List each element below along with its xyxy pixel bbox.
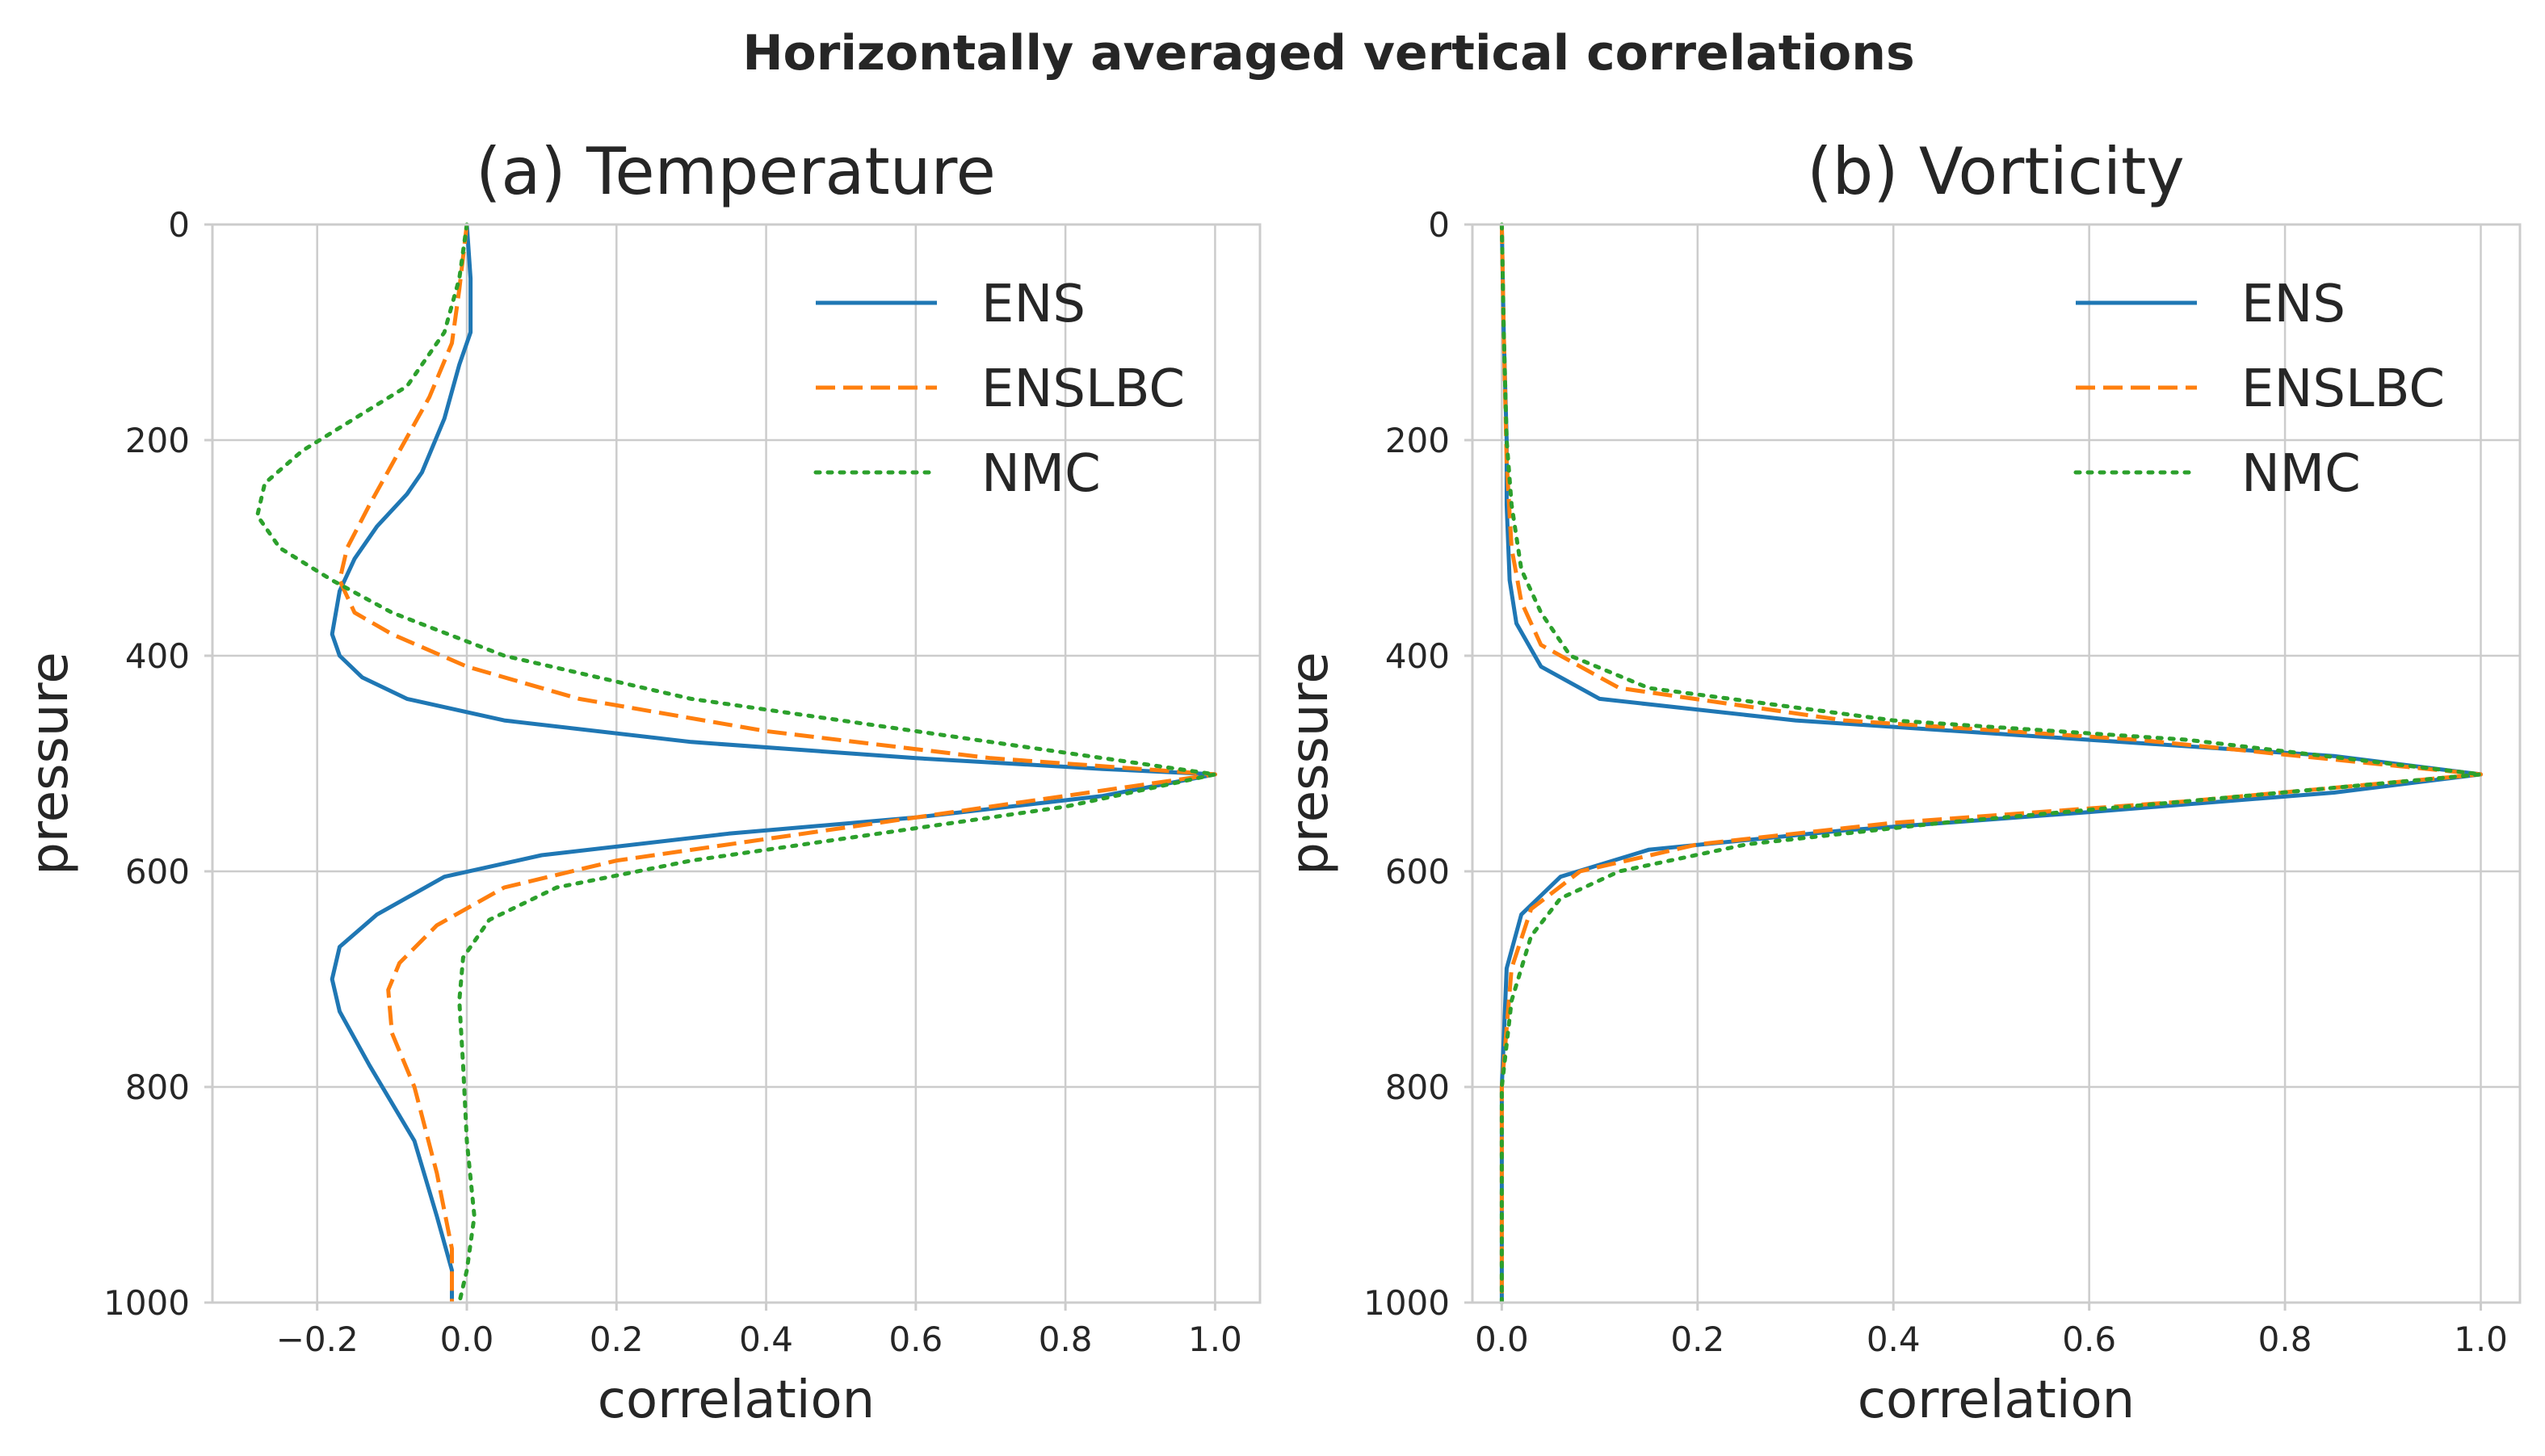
y-tick-label: 1000 [1363, 1283, 1450, 1323]
series-line-nmc [255, 222, 1217, 1305]
plot-frame [1471, 223, 2522, 1304]
y-tick-label: 600 [1385, 852, 1450, 892]
legend: ENS ENSLBC NMC [813, 275, 1185, 504]
legend-label-enslbc: ENSLBC [2241, 359, 2445, 419]
panel-vorticity: 0.0 0.2 0.4 0.6 0.8 1.0 0 200 400 600 800 1000 (b) V… [1280, 134, 2522, 1430]
legend-label-ens: ENS [981, 275, 1086, 334]
x-tick-label: 0.4 [1867, 1320, 1921, 1359]
x-tick-label: 0.2 [1670, 1320, 1724, 1359]
y-tick-label: 800 [1385, 1068, 1450, 1107]
x-axis-label: correlation [1858, 1370, 2135, 1430]
legend-label-ens: ENS [2241, 275, 2346, 334]
x-tick-label: 0.2 [590, 1320, 644, 1359]
y-tick-label: 400 [1385, 636, 1450, 676]
x-tick-label: 1.0 [1188, 1320, 1242, 1359]
y-tick-label: 1000 [103, 1283, 190, 1323]
y-tick-label: 200 [125, 421, 190, 460]
x-tick-label: 0.4 [739, 1320, 793, 1359]
y-tick-label: 0 [168, 205, 190, 245]
panel-temperature: −0.2 0.0 0.2 0.4 0.6 0.8 1.0 0 200 400 600 800 1000 (… [20, 134, 1262, 1430]
x-tick-label: 0.6 [2062, 1320, 2116, 1359]
series-line-enslbc [1499, 224, 2483, 1303]
legend-label-nmc: NMC [2241, 444, 2361, 504]
series-line-enslbc [338, 224, 1217, 1303]
panel-title-vorticity: (b) Vorticity [1807, 134, 2185, 209]
series-line-nmc [1499, 222, 2483, 1305]
x-tick-label: 0.8 [2258, 1320, 2312, 1359]
legend-label-enslbc: ENSLBC [981, 359, 1185, 419]
series-line-ens [1499, 224, 2483, 1303]
x-tick-label: 0.0 [440, 1320, 494, 1359]
legend: ENS ENSLBC NMC [2073, 275, 2445, 504]
y-axis-label: pressure [1280, 652, 1340, 875]
x-tick-label: 0.0 [1475, 1320, 1529, 1359]
panel-title-temperature: (a) Temperature [476, 134, 996, 209]
x-tick-label: 0.6 [888, 1320, 943, 1359]
y-tick-label: 400 [125, 636, 190, 676]
x-tick-label: 1.0 [2454, 1320, 2508, 1359]
plot-frame [211, 223, 1262, 1304]
x-tick-label: 0.8 [1039, 1320, 1093, 1359]
legend-label-nmc: NMC [981, 444, 1101, 504]
y-axis-label: pressure [20, 652, 80, 875]
series-line-ens [330, 224, 1217, 1303]
x-tick-label: −0.2 [276, 1320, 359, 1359]
y-tick-label: 0 [1428, 205, 1450, 245]
x-axis-label: correlation [598, 1370, 875, 1430]
y-tick-label: 200 [1385, 421, 1450, 460]
y-tick-label: 800 [125, 1068, 190, 1107]
figure-suptitle: Horizontally averaged vertical correlati… [742, 25, 1914, 82]
y-tick-label: 600 [125, 852, 190, 892]
